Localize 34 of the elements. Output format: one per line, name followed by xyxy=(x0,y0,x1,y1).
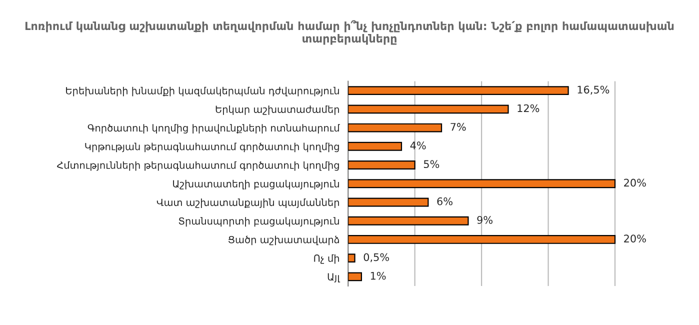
y-tick-label: Տրանսպորտի բացակայություն xyxy=(178,217,339,227)
y-tick-label: Ցածր աշխատավարձ xyxy=(228,236,339,246)
bar xyxy=(348,104,509,114)
y-tick-label: Ոչ մի xyxy=(314,254,339,264)
data-label: 9% xyxy=(477,216,492,224)
y-tick-label: Հմտությունների թերագնահատում գործատուի կողմից xyxy=(56,161,339,171)
data-label: 1% xyxy=(370,272,386,280)
y-tick-label: Այլ xyxy=(328,273,340,282)
bar xyxy=(348,123,442,132)
data-label: 5% xyxy=(424,160,440,168)
bar xyxy=(348,254,356,263)
bar xyxy=(348,142,402,151)
y-tick-label: Գործատուի կողմից իրավունքների ոտնահարում xyxy=(88,124,340,134)
data-label: 20% xyxy=(624,234,646,242)
bar xyxy=(348,160,416,170)
y-tick-label: Կրթության թերագնահատում գործատուի կողմից xyxy=(85,142,339,152)
y-tick-label: Վատ աշխատանքային պայմաններ xyxy=(156,198,339,208)
data-label: 6% xyxy=(437,197,452,206)
y-tick-label: Աշխատատեղի բացակայություն xyxy=(173,180,339,190)
bar xyxy=(348,216,469,226)
chart-title: Լոռիում կանանց աշխատանքի տեղավորման համար ի՞նչ խոչընդոտներ կան: Նշե՛ք բոլոր համապատասխան տարբերակները xyxy=(25,20,674,45)
data-label: 7% xyxy=(450,122,466,131)
data-label: 20% xyxy=(624,178,646,187)
data-label: 0,5% xyxy=(364,253,389,262)
data-label: 12% xyxy=(518,104,540,112)
data-label: 4% xyxy=(410,142,426,150)
y-tick-label: Երեխաների խնամքի կազմակերպման դժվարություն xyxy=(66,86,339,96)
y-tick-label: Երկար աշխատաժամեր xyxy=(216,105,339,115)
data-label: 16,5% xyxy=(578,86,610,95)
bar xyxy=(348,235,616,244)
bar xyxy=(348,272,362,282)
bar xyxy=(348,179,616,188)
bar xyxy=(348,198,429,207)
bar xyxy=(348,86,569,96)
